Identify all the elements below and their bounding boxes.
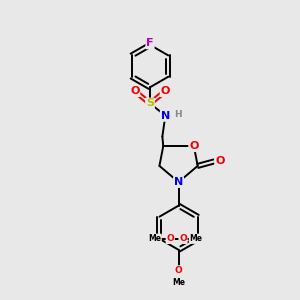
- Text: O: O: [160, 86, 170, 96]
- Text: F: F: [146, 38, 154, 48]
- Text: N: N: [174, 177, 183, 187]
- Text: O: O: [215, 157, 224, 166]
- Text: O: O: [175, 266, 182, 275]
- Text: O: O: [167, 234, 174, 243]
- Text: Me: Me: [148, 234, 161, 243]
- Text: S: S: [146, 98, 154, 109]
- Text: O: O: [130, 86, 140, 96]
- Text: N: N: [161, 111, 170, 121]
- Text: Me: Me: [172, 278, 185, 287]
- Text: H: H: [174, 110, 182, 119]
- Text: Me: Me: [189, 234, 203, 243]
- Text: O: O: [189, 141, 199, 151]
- Text: O: O: [179, 234, 187, 243]
